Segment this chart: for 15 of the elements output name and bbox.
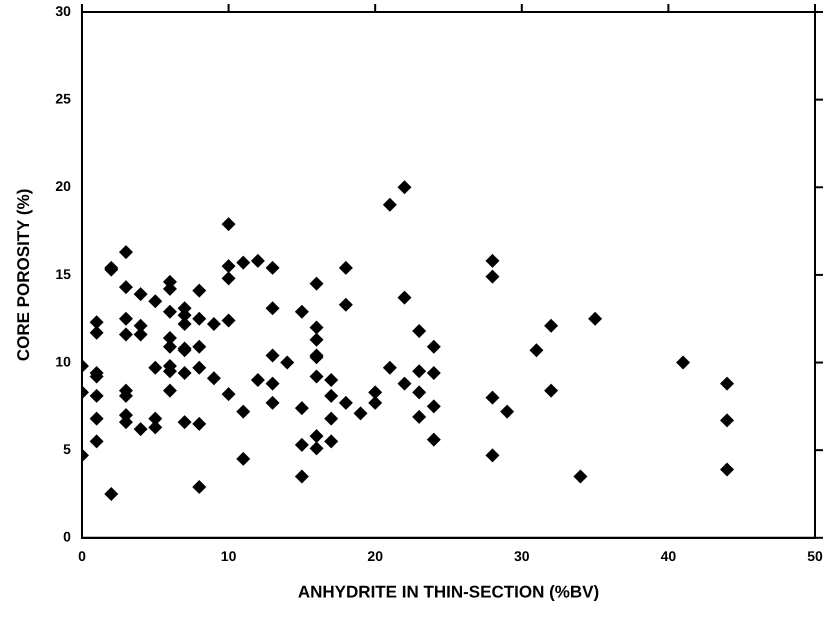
x-tick-label: 40 bbox=[660, 548, 676, 564]
y-axis-title: CORE POROSITY (%) bbox=[14, 188, 33, 362]
y-tick-label: 5 bbox=[63, 441, 72, 458]
y-tick-label: 15 bbox=[55, 266, 72, 282]
y-tick-label: 25 bbox=[55, 90, 72, 106]
x-axis-title: ANHYDRITE IN THIN-SECTION (%BV) bbox=[298, 582, 600, 602]
y-tick-label: 10 bbox=[55, 353, 72, 370]
x-tick-label: 10 bbox=[220, 548, 237, 564]
y-tick-label: 30 bbox=[55, 2, 72, 19]
y-tick-label: 20 bbox=[55, 178, 72, 194]
x-tick-label: 0 bbox=[78, 548, 86, 564]
x-tick-label: 20 bbox=[367, 548, 384, 564]
y-tick-label: 0 bbox=[63, 528, 72, 545]
x-tick-label: 30 bbox=[514, 548, 530, 564]
x-tick-label: 50 bbox=[807, 548, 823, 564]
